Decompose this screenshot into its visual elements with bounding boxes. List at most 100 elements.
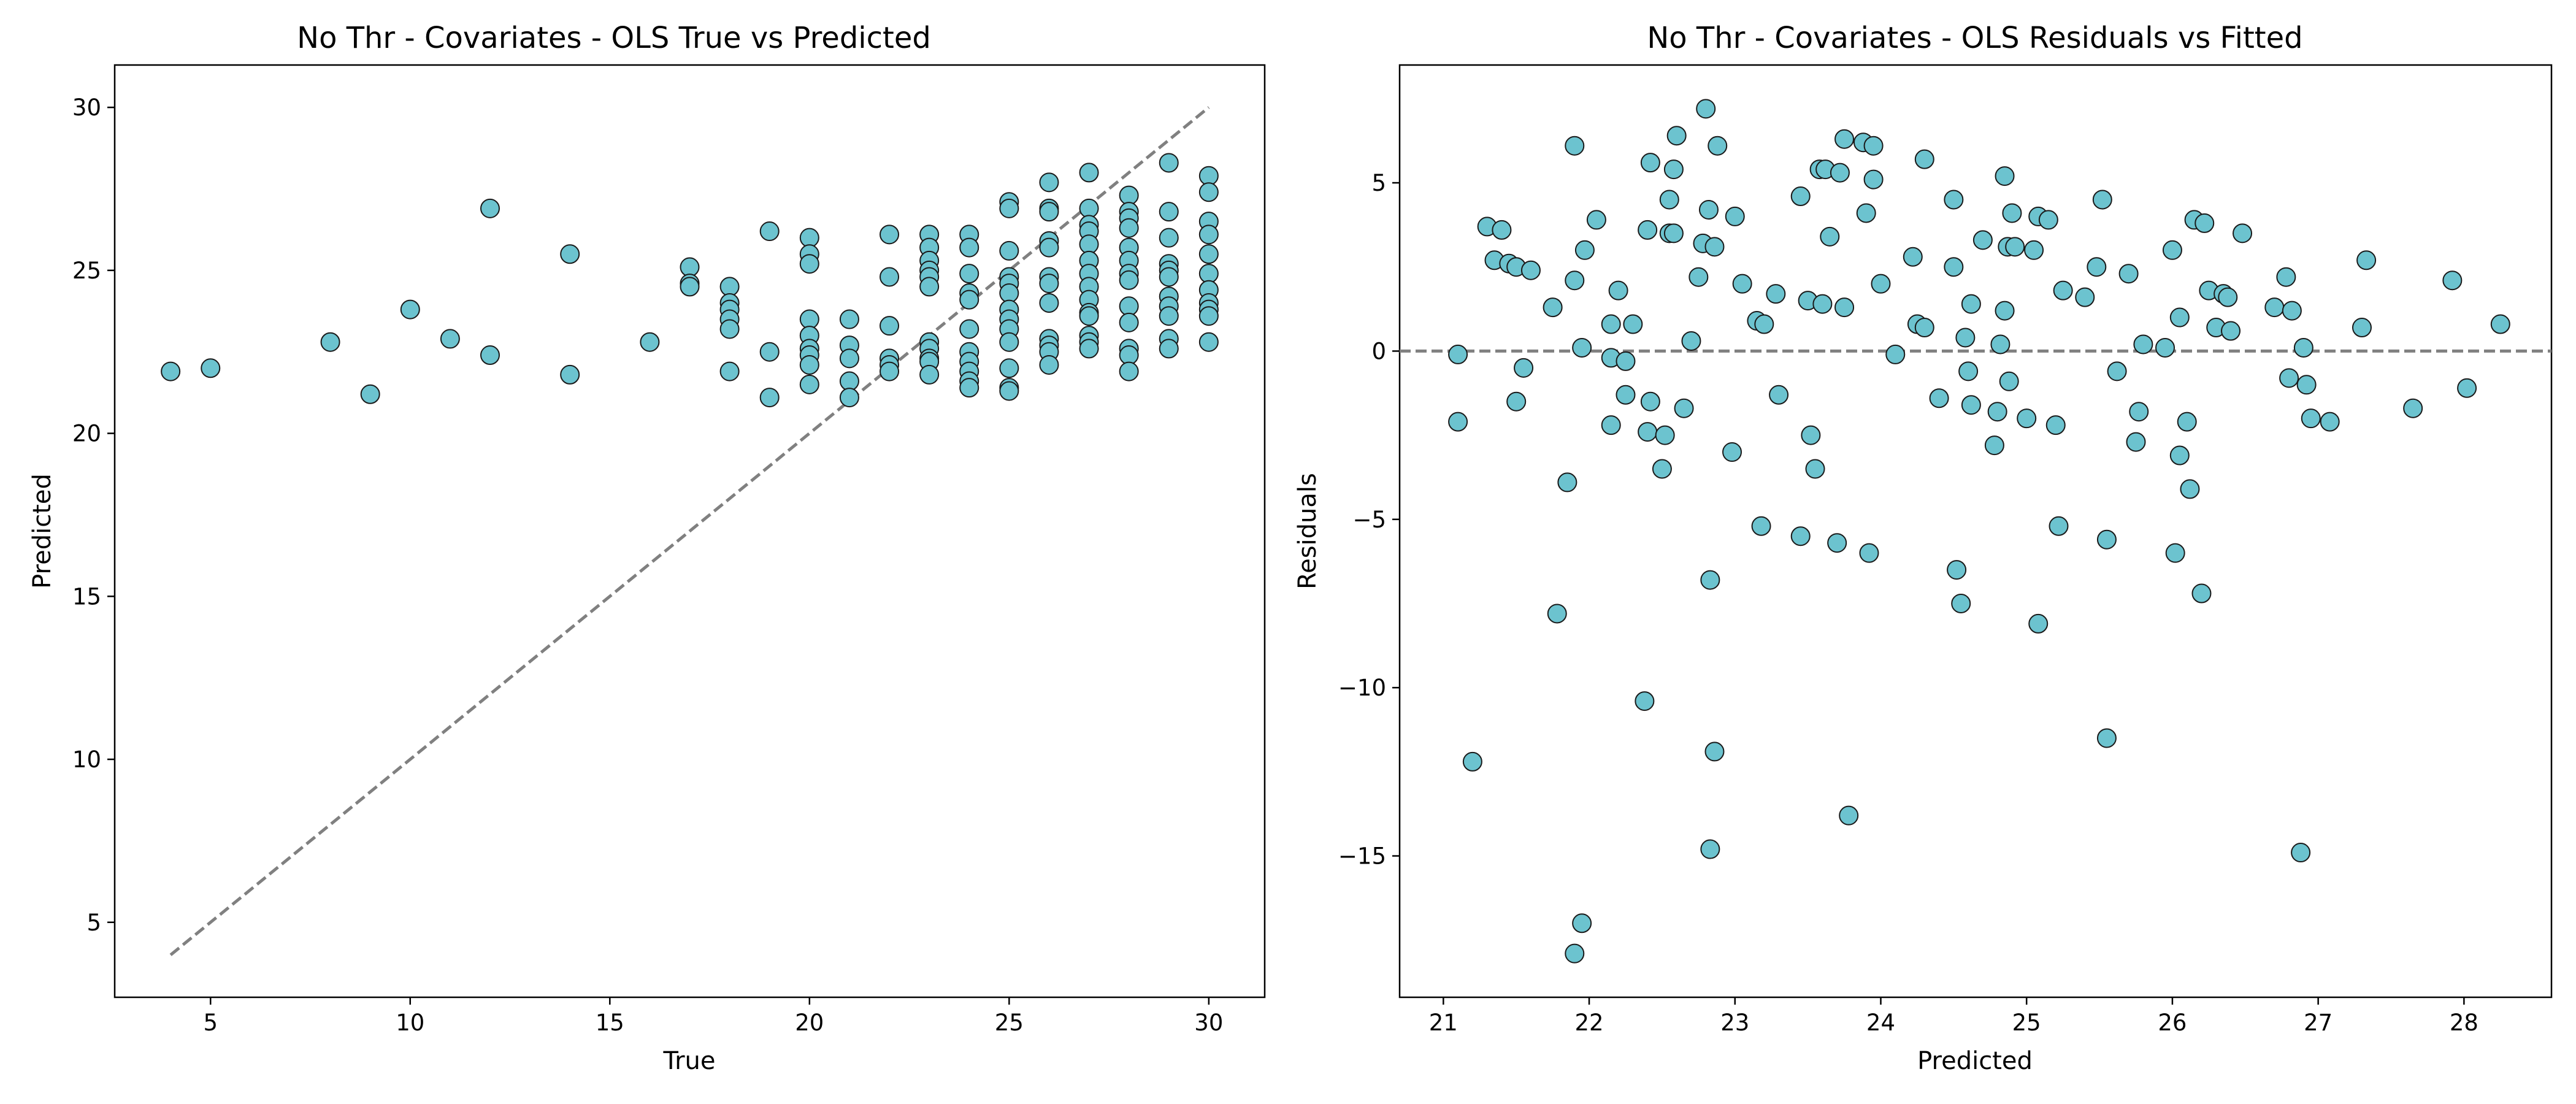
data-point — [919, 364, 940, 385]
data-point — [1961, 294, 1981, 314]
x-tick-label: 28 — [2450, 1010, 2478, 1036]
data-point — [1198, 264, 1219, 284]
data-point — [880, 316, 900, 336]
data-point — [1039, 293, 1059, 313]
data-point — [1834, 129, 1855, 149]
data-point — [759, 342, 780, 362]
data-point — [2356, 250, 2377, 270]
data-point — [2038, 210, 2058, 230]
data-point — [640, 332, 660, 352]
data-point — [1616, 351, 1636, 371]
data-point — [719, 361, 740, 381]
data-point — [1689, 267, 1709, 287]
data-point — [1448, 412, 1468, 432]
axes-frame — [1398, 64, 2553, 999]
data-point — [2296, 375, 2317, 395]
data-point — [440, 329, 460, 349]
data-point — [1514, 358, 1534, 378]
data-point — [839, 371, 859, 391]
data-point — [1929, 388, 1949, 408]
data-point — [2180, 479, 2200, 499]
data-point — [1698, 199, 1719, 220]
y-tick-label: −10 — [1338, 675, 1386, 701]
x-tick-label: 25 — [2012, 1010, 2041, 1036]
data-point — [2096, 728, 2117, 748]
x-tick-label: 5 — [203, 1010, 218, 1036]
data-point — [1999, 371, 2019, 391]
y-tick-label: 20 — [72, 421, 101, 447]
data-point — [560, 244, 580, 264]
data-point — [2005, 237, 2025, 257]
data-point — [1805, 459, 1825, 479]
data-point — [1995, 166, 2015, 186]
data-point — [2221, 321, 2241, 341]
plot-title: No Thr - Covariates - OLS Residuals vs F… — [1647, 21, 2302, 55]
data-point — [1984, 435, 2004, 456]
data-point — [480, 198, 500, 218]
data-point — [1079, 339, 1099, 359]
data-point — [1079, 306, 1099, 326]
data-point — [1827, 533, 1847, 553]
data-point — [1640, 391, 1660, 412]
data-point — [1039, 172, 1059, 193]
identity-reference-line — [169, 106, 1210, 956]
data-point — [1572, 913, 1592, 933]
data-point — [2133, 334, 2153, 355]
data-point — [1863, 169, 1884, 190]
data-point — [2087, 257, 2107, 277]
x-tick-label: 26 — [2158, 1010, 2187, 1036]
data-point — [919, 277, 940, 297]
data-point — [1947, 560, 1967, 580]
reference-line — [169, 106, 1210, 956]
data-points — [161, 153, 1219, 408]
y-tick-label: 5 — [1371, 170, 1386, 196]
data-point — [2075, 287, 2095, 307]
data-point — [759, 388, 780, 408]
data-point — [999, 240, 1019, 261]
data-point — [1565, 943, 1585, 964]
data-point — [839, 388, 859, 408]
data-point — [1119, 185, 1139, 205]
data-point — [1198, 244, 1219, 264]
data-point — [1659, 190, 1679, 210]
data-point — [1951, 593, 1971, 613]
data-point — [2352, 318, 2372, 338]
data-point — [1638, 422, 1658, 442]
data-point — [1655, 425, 1675, 445]
data-point — [1885, 344, 1906, 364]
data-point — [1079, 163, 1099, 183]
data-point — [1790, 186, 1811, 207]
y-axis-label: Residuals — [1294, 473, 1322, 589]
data-point — [2320, 412, 2340, 432]
data-point — [1708, 136, 1728, 156]
data-point — [1652, 459, 1672, 479]
data-point — [2457, 378, 2477, 398]
data-point — [1681, 331, 1701, 351]
data-point — [799, 228, 819, 248]
data-point — [2165, 543, 2185, 563]
data-point — [1601, 415, 1621, 435]
data-point — [1856, 203, 1876, 223]
data-point — [1914, 318, 1934, 338]
data-point — [2233, 223, 2253, 243]
data-point — [1834, 297, 1855, 318]
data-point — [2403, 398, 2423, 418]
data-point — [1574, 240, 1595, 260]
data-point — [1601, 314, 1621, 334]
data-point — [799, 355, 819, 375]
y-tick-label: −5 — [1352, 507, 1386, 533]
data-point — [161, 361, 181, 381]
data-point — [880, 224, 900, 245]
data-point — [1462, 751, 1482, 772]
data-point — [2024, 240, 2044, 260]
data-point — [1557, 472, 1577, 493]
data-point — [1608, 280, 1628, 301]
data-point — [1616, 385, 1636, 405]
data-point — [2107, 361, 2127, 381]
data-point — [799, 374, 819, 394]
y-tick-label: 0 — [1371, 338, 1386, 364]
data-point — [2195, 213, 2215, 233]
x-tick-label: 25 — [995, 1010, 1024, 1036]
data-point — [1119, 270, 1139, 290]
